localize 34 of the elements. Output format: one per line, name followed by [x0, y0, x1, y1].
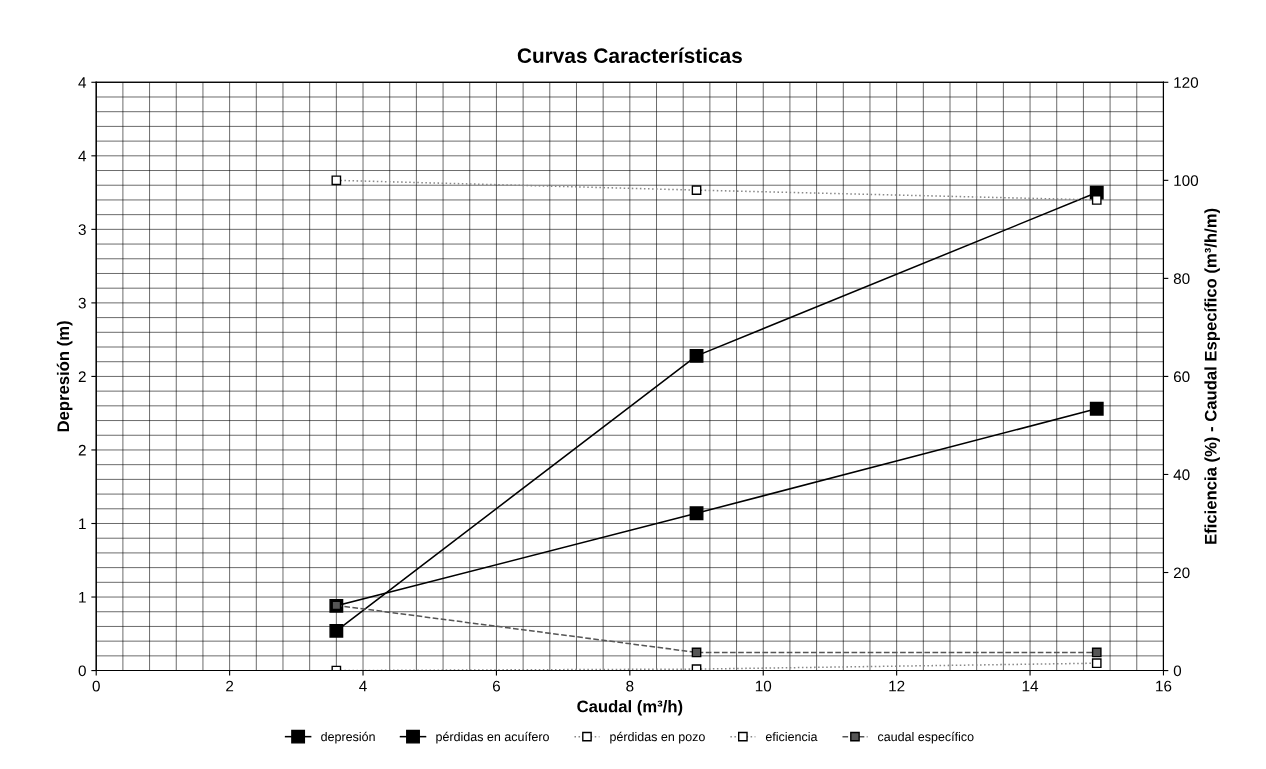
y-axis-title: Depresión (m) [56, 321, 73, 432]
x-tick-label: 2 [226, 680, 234, 692]
legend-label: caudal específico [878, 731, 974, 744]
y2-tick-label: 0 [1173, 665, 1182, 677]
x-tick-label: 6 [492, 680, 501, 692]
y-tick-label: 4 [78, 150, 87, 162]
y-tick-label: 2 [78, 371, 86, 382]
x-tick-label: 10 [755, 680, 772, 692]
y2-axis-title: Eficiencia (%) - Caudal Específico (m³/h/m) [1204, 208, 1220, 544]
legend-label: depresión [321, 731, 375, 744]
legend-label: pérdidas en pozo [610, 731, 705, 744]
y2-tick-label: 80 [1173, 273, 1190, 285]
y-tick-label: 4 [78, 77, 87, 88]
x-axis-title: Caudal (m³/h) [577, 700, 683, 716]
x-tick-label: 8 [626, 680, 634, 692]
y-tick-label: 3 [78, 224, 86, 236]
legend-label: pérdidas en acuífero [436, 731, 549, 744]
y2-tick-label: 100 [1174, 175, 1199, 187]
y-tick-label: 3 [78, 297, 86, 309]
x-tick-label: 12 [889, 680, 905, 692]
x-tick-label: 4 [359, 680, 367, 692]
y2-tick-label: 20 [1173, 567, 1190, 579]
chart-title: Curvas Características [517, 47, 742, 64]
y-tick-label: 1 [79, 518, 86, 530]
x-tick-label: 16 [1156, 680, 1172, 692]
x-tick-label: 0 [92, 680, 100, 692]
y2-tick-label: 40 [1173, 469, 1190, 481]
y-tick-label: 1 [79, 592, 86, 603]
legend-label: eficiencia [765, 731, 818, 742]
y2-tick-label: 120 [1174, 77, 1199, 88]
y-tick-label: 2 [78, 444, 86, 456]
y-tick-label: 0 [78, 665, 86, 677]
y2-tick-label: 60 [1173, 371, 1190, 383]
x-tick-label: 14 [1022, 680, 1039, 692]
